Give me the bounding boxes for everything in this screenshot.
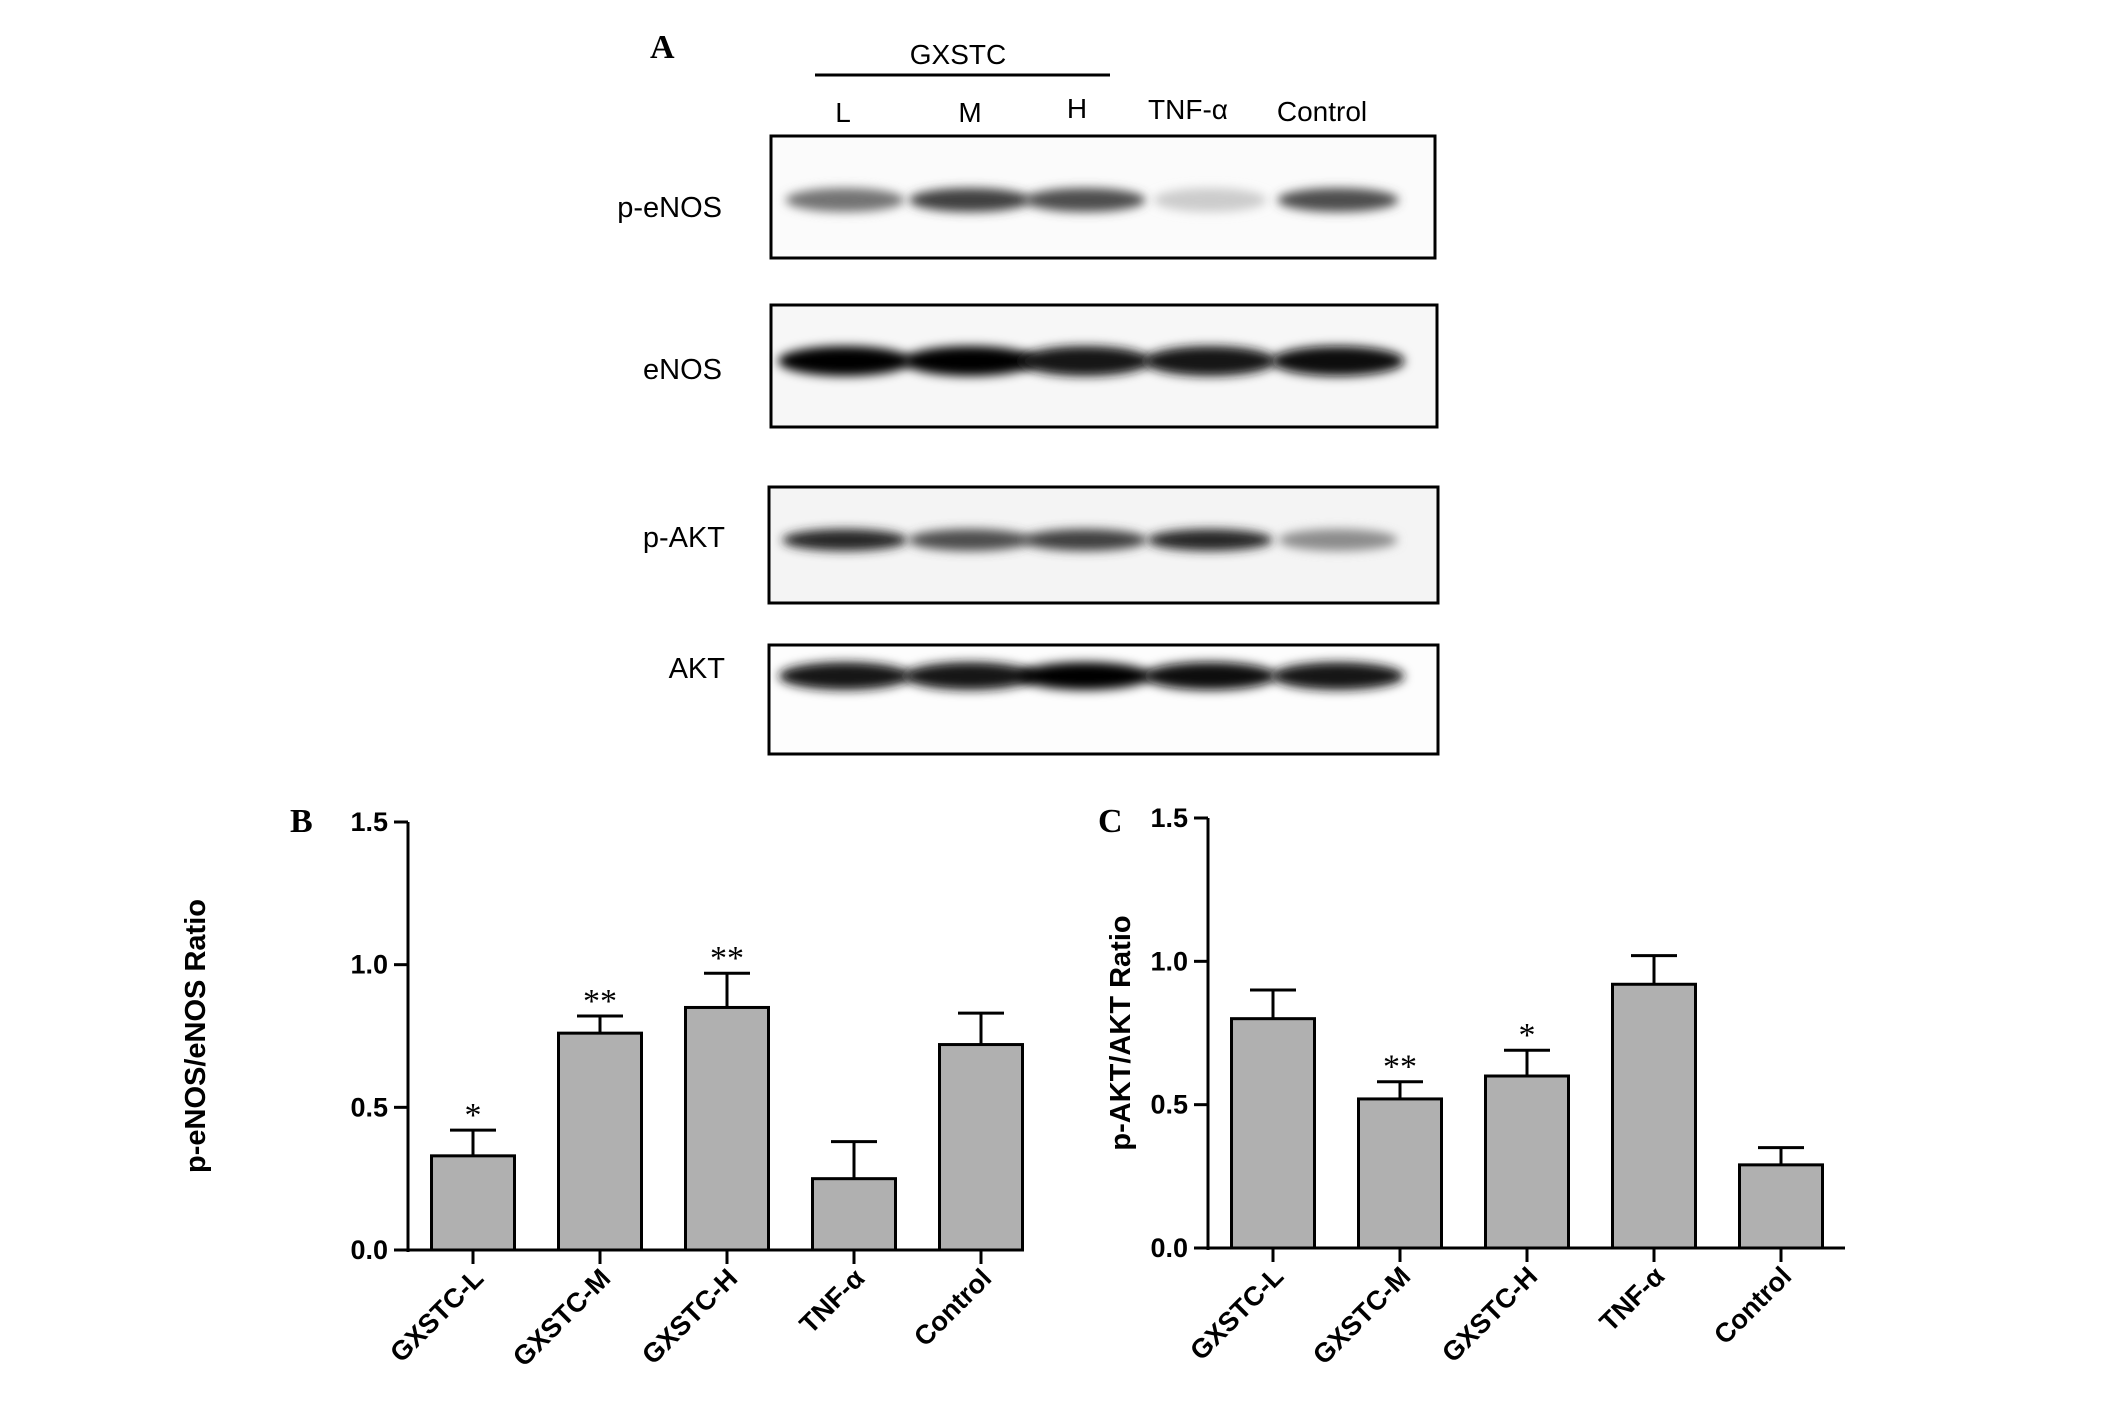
x-category-label: GXSTC-L	[1184, 1261, 1289, 1366]
y-tick-label: 0.5	[1150, 1090, 1188, 1120]
protein-label-enos: eNOS	[643, 354, 722, 386]
blot-band-enos-lane-1	[778, 346, 912, 376]
blot-band-p-enos-lane-2	[909, 188, 1031, 212]
y-tick-label: 0.0	[350, 1235, 388, 1265]
blot-band-enos-lane-2	[903, 346, 1037, 376]
bar-gxstc-l	[1230, 1017, 1316, 1250]
x-category-label: TNF-α	[794, 1263, 871, 1340]
blot-band-akt-lane-4	[1143, 662, 1277, 690]
blot-band-p-enos-lane-5	[1277, 188, 1399, 212]
y-tick-label: 1.0	[1150, 946, 1188, 976]
y-axis-title: p-eNOS/eNOS Ratio	[180, 899, 212, 1173]
lane-label-l: L	[835, 97, 851, 128]
blot-box-akt	[767, 643, 1440, 756]
lane-label-control: Control	[1277, 96, 1367, 127]
blot-band-p-akt-lane-2	[908, 529, 1032, 551]
y-axis-title: p-AKT/AKT Ratio	[1105, 915, 1137, 1150]
panel-letter-c: C	[1098, 803, 1123, 840]
protein-label-akt: AKT	[669, 653, 726, 685]
blot-band-enos-lane-4	[1143, 346, 1277, 376]
panel-letter-a: A	[650, 29, 675, 66]
bar-gxstc-h	[684, 1005, 770, 1252]
x-category-label: Control	[908, 1263, 997, 1352]
blot-band-p-enos-lane-1	[785, 188, 905, 212]
x-category-label: TNF-α	[1594, 1261, 1671, 1338]
lane-label-m: M	[958, 97, 981, 128]
x-category-label: GXSTC-M	[507, 1263, 616, 1372]
group-label: GXSTC	[910, 39, 1006, 70]
blot-band-p-enos-lane-3	[1024, 188, 1146, 212]
protein-label-p-akt: p-AKT	[643, 522, 725, 554]
lane-label-tnf: TNF-α	[1148, 94, 1228, 125]
y-tick-label: 1.5	[1150, 803, 1188, 833]
bar-gxstc-m	[557, 1031, 643, 1252]
x-category-label: Control	[1708, 1261, 1797, 1350]
blot-band-p-akt-lane-1	[782, 529, 908, 551]
significance-marker: **	[583, 983, 617, 1020]
x-category-label: GXSTC-L	[384, 1263, 489, 1368]
bar-gxstc-h	[1484, 1074, 1570, 1250]
blot-band-p-akt-lane-5	[1278, 529, 1398, 551]
blot-band-akt-lane-3	[1018, 662, 1152, 690]
protein-label-p-enos: p-eNOS	[617, 192, 722, 224]
blot-band-p-akt-lane-3	[1023, 529, 1147, 551]
bar-control	[1738, 1163, 1824, 1250]
blot-band-enos-lane-5	[1271, 346, 1405, 376]
blot-band-akt-lane-2	[903, 662, 1037, 690]
panel-letter-b: B	[290, 803, 313, 840]
blot-band-p-akt-lane-4	[1147, 529, 1273, 551]
x-category-label: GXSTC-H	[636, 1263, 743, 1370]
y-tick-label: 0.0	[1150, 1233, 1188, 1263]
x-category-label: GXSTC-H	[1436, 1261, 1543, 1368]
bar-gxstc-l	[430, 1154, 516, 1252]
lane-label-h: H	[1067, 93, 1087, 124]
blot-band-p-enos-lane-4	[1153, 188, 1267, 212]
bar-tnf-	[811, 1177, 897, 1252]
blot-band-enos-lane-3	[1018, 346, 1152, 376]
significance-marker: *	[465, 1097, 482, 1134]
significance-marker: **	[1383, 1049, 1417, 1086]
blot-panel: A GXSTC L M H TNF-α Control p-eNOS eNOS …	[617, 29, 1440, 756]
y-tick-label: 1.0	[350, 950, 388, 980]
bar-control	[938, 1043, 1024, 1252]
blot-bands	[778, 188, 1405, 690]
blot-band-akt-lane-5	[1271, 662, 1405, 690]
bar-gxstc-m	[1357, 1097, 1443, 1250]
significance-marker: *	[1519, 1017, 1536, 1054]
bar-tnf-	[1611, 982, 1697, 1250]
significance-marker: **	[710, 940, 744, 977]
y-tick-label: 0.5	[350, 1092, 388, 1122]
blot-band-akt-lane-1	[778, 662, 912, 690]
x-category-label: GXSTC-M	[1307, 1261, 1416, 1370]
y-tick-label: 1.5	[350, 807, 388, 837]
